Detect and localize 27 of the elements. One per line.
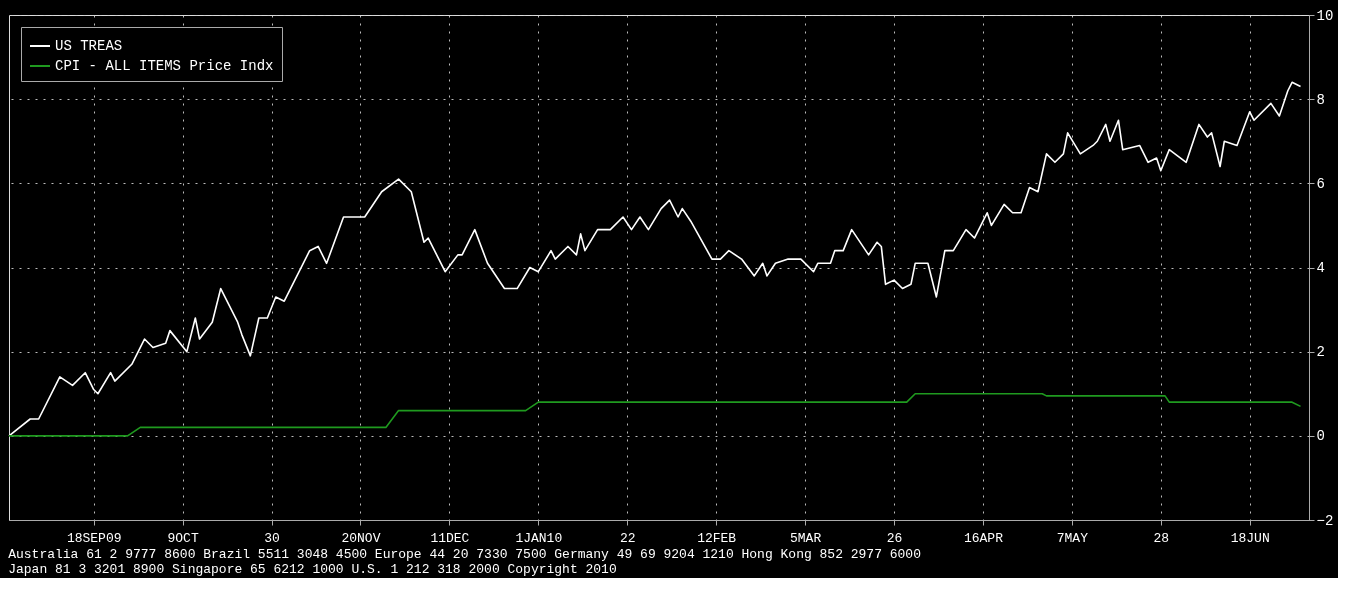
x-tick-label: 7MAY <box>1056 530 1089 546</box>
x-tick-label: 30 <box>264 530 280 546</box>
x-tick-label: 9OCT <box>167 530 199 546</box>
x-tick-label: 28 <box>1153 530 1170 546</box>
y-tick-label: 8 <box>1316 91 1325 108</box>
x-tick-label: 18SEP09 <box>66 530 122 546</box>
text: Japan 81 3 3201 8900 Singapore 65 6212 1000 U.S. 1 212 318 2000 Copyright 2010 <box>8 562 617 577</box>
y-tick-label: 0 <box>1316 428 1325 445</box>
y-tick-label: 2 <box>1316 344 1325 361</box>
y-tick-label: 6 <box>1316 175 1325 192</box>
x-tick-label: 5MAR <box>789 530 822 546</box>
x-tick-label: 22 <box>619 530 636 546</box>
x-tick-label: 20NOV <box>341 530 381 546</box>
legend-label: US TREAS <box>55 38 123 54</box>
x-tick-label: 1JAN10 <box>515 530 563 546</box>
line-series <box>8 392 1302 437</box>
line-series <box>8 81 1302 437</box>
legend-label: CPI - ALL ITEMS Price Indx <box>55 58 274 74</box>
text: Australia 61 2 9777 8600 Brazil 5511 3048 4500 Europe 44 20 7330 7500 Germany 49 69 9204 1210 Hong Kong 852 2977 6000 <box>8 547 921 562</box>
y-tick-label: −2 <box>1316 512 1334 529</box>
y-tick-label: 10 <box>1316 7 1334 24</box>
x-tick-label: 16APR <box>963 530 1004 546</box>
x-tick-label: 11DEC <box>430 530 470 546</box>
x-tick-label: 12FEB <box>697 530 737 546</box>
x-tick-label: 18JUN <box>1230 530 1270 546</box>
x-tick-label: 26 <box>886 530 903 546</box>
y-tick-label: 4 <box>1316 260 1325 276</box>
